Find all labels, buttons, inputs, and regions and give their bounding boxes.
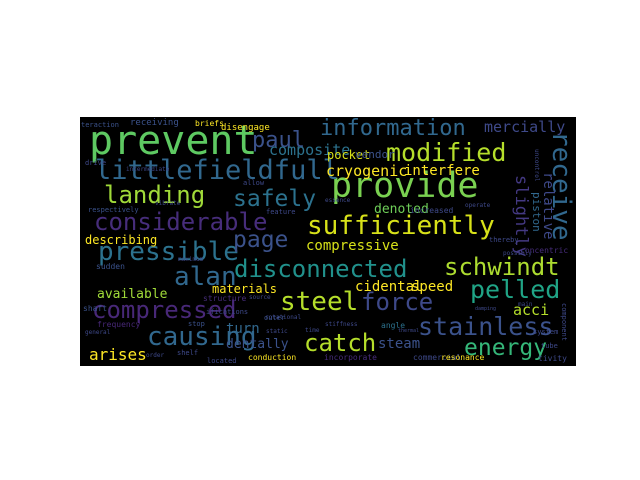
word-tivity: tivity [538,354,567,363]
word-thereby: thereby [489,236,519,244]
word-vendor: vendor [355,148,395,161]
word-steam: steam [378,336,421,352]
word-stiffness: stiffness [325,321,358,328]
word-teraction: teraction [81,121,119,129]
word-rotational: rotational [265,314,302,321]
word-causing: causing [147,322,257,352]
word-schwindt: schwindt [444,253,560,281]
word-slightly: slightly [511,175,531,257]
word-receiving: receiving [130,118,179,128]
word-pelled: pelled [470,275,561,304]
word-page: page [233,227,289,253]
word-cidental: cidental [355,279,423,295]
word-essence: essence [325,197,351,204]
word-allow: allow [243,179,265,187]
word-materials: materials [212,282,278,296]
word-concentric: concentric [520,246,569,255]
word-piston: piston [530,192,543,232]
word-system: system [533,328,559,336]
word-main: main [518,301,533,308]
word-available: available [97,287,168,302]
word-disengage: disengage [221,123,270,133]
word-force: force [361,288,434,316]
word-interfere: interfere [404,163,480,179]
word-paul: paul [252,128,305,153]
word-pressible: pressible [98,237,239,267]
word-disconnected: disconnected [234,255,408,283]
word-angle: angle [381,321,406,330]
word-possibly: possibly [503,250,532,257]
word-sufficiently: sufficiently [307,211,495,241]
word-denoted: denoted [374,202,429,217]
word-source: source [249,294,271,301]
word-stainless: stainless [418,312,554,341]
word-respectively: respectively [88,206,139,214]
word-speed: speed [411,279,454,295]
word-located: located [207,357,237,365]
word-increased: increased [410,206,454,215]
word-intermediate: intermediate [126,166,170,173]
word-damping: damping [475,306,497,312]
word-briefs: briefs [195,119,224,128]
word-considerable: considerable [94,208,268,236]
word-relative: relative [540,172,556,240]
word-acci: acci [513,301,550,319]
word-mercially: mercially [484,118,566,136]
word-provide: provide [331,166,479,206]
word-feature: feature [266,208,296,216]
word-component: component [560,303,568,341]
word-turn: turn [226,321,260,337]
word-prevent: prevent [89,118,258,164]
word-drive: drive [85,159,107,167]
word-order: order [146,352,165,359]
word-operate: operate [465,202,491,209]
word-alan: alan [174,262,237,292]
word-commercial: commercial [413,353,462,362]
word-time: time [305,327,320,334]
word-shelf: shelf [177,349,199,357]
word-frequency: frequency [97,320,141,329]
word-energy: energy [464,335,548,361]
word-outer: outer [264,314,286,322]
word-steel: steel [280,287,359,317]
word-arises: arises [89,345,147,364]
word-littlefieldfull: littlefieldfull [95,155,339,186]
word-cloud: prevent provide information modified lit… [80,117,576,366]
word-dentally: dentally [226,337,289,352]
word-shaft: shaft [83,304,108,313]
word-general: general [85,329,111,336]
word-stop: stop [188,320,205,328]
word-describing: describing [85,233,158,247]
word-ifications: ifications [206,308,249,316]
word-pocket: pocket [327,148,371,162]
word-vibrate: vibrate [155,200,181,207]
word-landing: landing [104,181,206,209]
word-maximum: maximum [178,256,204,263]
word-compressed: compressed [92,296,237,324]
word-conduction: conduction [248,353,297,362]
word-cryogenic: cryogenic [326,162,408,180]
word-static: static [266,328,288,335]
word-resonance: resonance [441,353,485,362]
word-modified: modified [386,138,507,167]
word-incorporate: incorporate [324,353,377,362]
word-composite: composite [269,141,351,159]
word-catch: catch [304,329,377,357]
word-tube: tube [541,342,558,350]
word-safely: safely [233,186,317,212]
word-sudden: sudden [96,262,125,271]
word-uncontrol: uncontrol [533,149,540,182]
word-information: information [320,117,466,141]
word-compressive: compressive [306,238,399,254]
word-structure: structure [203,294,247,303]
word-thermal: thermal [398,328,420,334]
